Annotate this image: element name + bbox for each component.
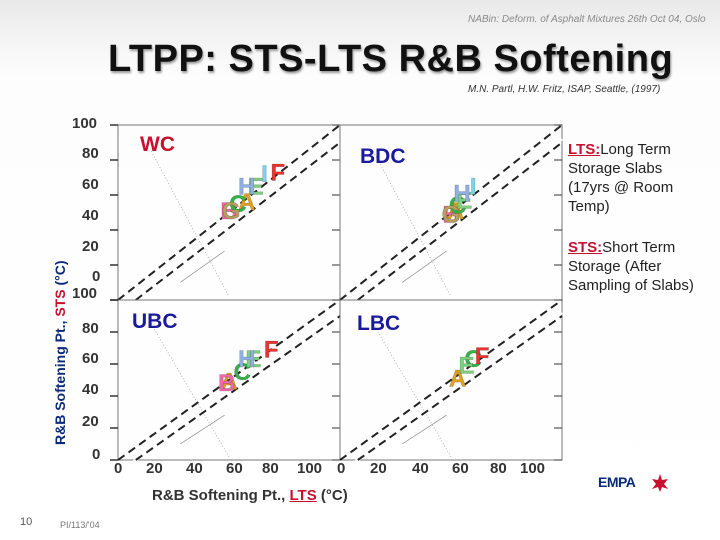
- footer-code: PI/113/'04: [60, 520, 100, 530]
- data-point-e: E: [456, 187, 472, 214]
- data-point-a: A: [447, 198, 464, 225]
- offset-line-white: [339, 137, 563, 316]
- logo-text: EMPA: [598, 474, 636, 490]
- identity-line: [339, 124, 563, 301]
- x-tick-label: 40: [412, 460, 429, 477]
- offset-line-white: [117, 311, 341, 475]
- legend-lts-key: LTS:: [568, 141, 601, 158]
- legend-lts: LTS:Long Term Storage Slabs (17yrs @ Roo…: [568, 140, 708, 216]
- y-tick-label: 20: [82, 238, 99, 255]
- data-point-i: I: [261, 161, 268, 188]
- reference-note: M.N. Partl, H.W. Fritz, ISAP, Seattle, (…: [468, 84, 661, 95]
- x-tick-label: 20: [146, 460, 163, 477]
- y-tick-label: 40: [82, 207, 99, 224]
- x-axis-label-suffix: (°C): [316, 487, 348, 504]
- legend-lts-text: Long Term Storage Slabs (17yrs @ Room Te…: [568, 141, 674, 215]
- logo-mark-icon: [652, 474, 668, 492]
- y-tick-label: 60: [82, 350, 99, 367]
- x-tick-label: 80: [490, 460, 507, 477]
- data-point-a: A: [220, 369, 237, 396]
- data-point-b: B: [220, 198, 237, 225]
- identity-line: [117, 299, 341, 461]
- data-point-i: I: [470, 173, 477, 200]
- helper-line: [372, 323, 452, 457]
- y-tick-label: 80: [82, 320, 99, 337]
- x-axis-label: R&B Softening Pt., LTS (°C): [152, 487, 348, 504]
- x-tick-label: 40: [186, 460, 203, 477]
- data-point-h: H: [238, 173, 255, 200]
- y-tick-label: 40: [82, 381, 99, 398]
- data-point-b: B: [218, 370, 235, 397]
- data-point-c: C: [465, 346, 482, 373]
- x-tick-label: 100: [520, 460, 546, 477]
- legend-sts-text: Short Term Storage (After Sampling of Sl…: [568, 239, 694, 294]
- x-tick-label: 0: [114, 460, 123, 477]
- data-point-g: G: [222, 198, 241, 225]
- offset-line: [135, 315, 341, 461]
- data-point-g: G: [442, 201, 461, 228]
- data-point-h: H: [453, 180, 470, 207]
- x-tick-label: 100: [297, 460, 323, 477]
- y-tick-label: 0: [92, 268, 101, 285]
- x-tick-label: 0: [337, 460, 346, 477]
- empa-logo: EMPA: [598, 474, 680, 502]
- identity-line: [339, 299, 563, 461]
- slide-title: LTPP: STS-LTS R&B Softening: [108, 38, 674, 80]
- panel-title-ubc: UBC: [132, 310, 178, 333]
- offset-line-white: [117, 137, 341, 316]
- data-point-a: A: [449, 365, 466, 392]
- helper-line: [150, 151, 230, 297]
- offset-line: [357, 141, 563, 301]
- short-gray-line: [179, 414, 225, 445]
- y-tick-label: 100: [72, 115, 98, 132]
- data-point-f: F: [264, 337, 279, 364]
- offset-line: [357, 315, 563, 461]
- data-point-f: F: [271, 159, 286, 186]
- data-point-c: C: [234, 359, 251, 386]
- data-point-a: A: [238, 189, 255, 216]
- identity-line: [117, 124, 341, 301]
- data-point-b: B: [442, 201, 459, 228]
- x-axis-label-prefix: R&B Softening Pt.,: [152, 487, 290, 504]
- y-tick-label: 60: [82, 176, 99, 193]
- y-tick-label: 80: [82, 145, 99, 162]
- short-gray-line: [179, 250, 225, 283]
- slide-number: 10: [20, 516, 33, 528]
- x-tick-label: 80: [262, 460, 279, 477]
- panel-title-wc: WC: [140, 133, 175, 156]
- data-point-e: E: [245, 346, 261, 373]
- data-point-c: C: [229, 191, 246, 218]
- y-tick-label: 20: [82, 413, 99, 430]
- short-gray-line: [401, 414, 447, 445]
- x-tick-label: 60: [452, 460, 469, 477]
- data-point-c: C: [449, 193, 466, 220]
- short-gray-line: [401, 250, 447, 283]
- offset-line-white: [339, 311, 563, 475]
- y-tick-label: 100: [72, 285, 98, 302]
- offset-line: [135, 141, 341, 301]
- x-axis-label-key: LTS: [289, 487, 317, 504]
- data-point-h: H: [238, 346, 255, 373]
- header-note: NABin: Deform. of Asphalt Mixtures 26th …: [468, 14, 706, 25]
- y-tick-label: 0: [92, 446, 101, 463]
- legend-sts: STS:Short Term Storage (After Sampling o…: [568, 238, 708, 295]
- x-tick-label: 20: [370, 460, 387, 477]
- data-point-e: E: [459, 353, 475, 380]
- data-point-f: F: [475, 343, 490, 370]
- panel-frame: [339, 299, 563, 461]
- panel-title-bdc: BDC: [360, 145, 406, 168]
- panel-title-lbc: LBC: [357, 312, 401, 335]
- data-point-e: E: [248, 173, 264, 200]
- legend-sts-key: STS:: [568, 239, 603, 256]
- x-tick-label: 60: [226, 460, 243, 477]
- helper-line: [372, 151, 452, 297]
